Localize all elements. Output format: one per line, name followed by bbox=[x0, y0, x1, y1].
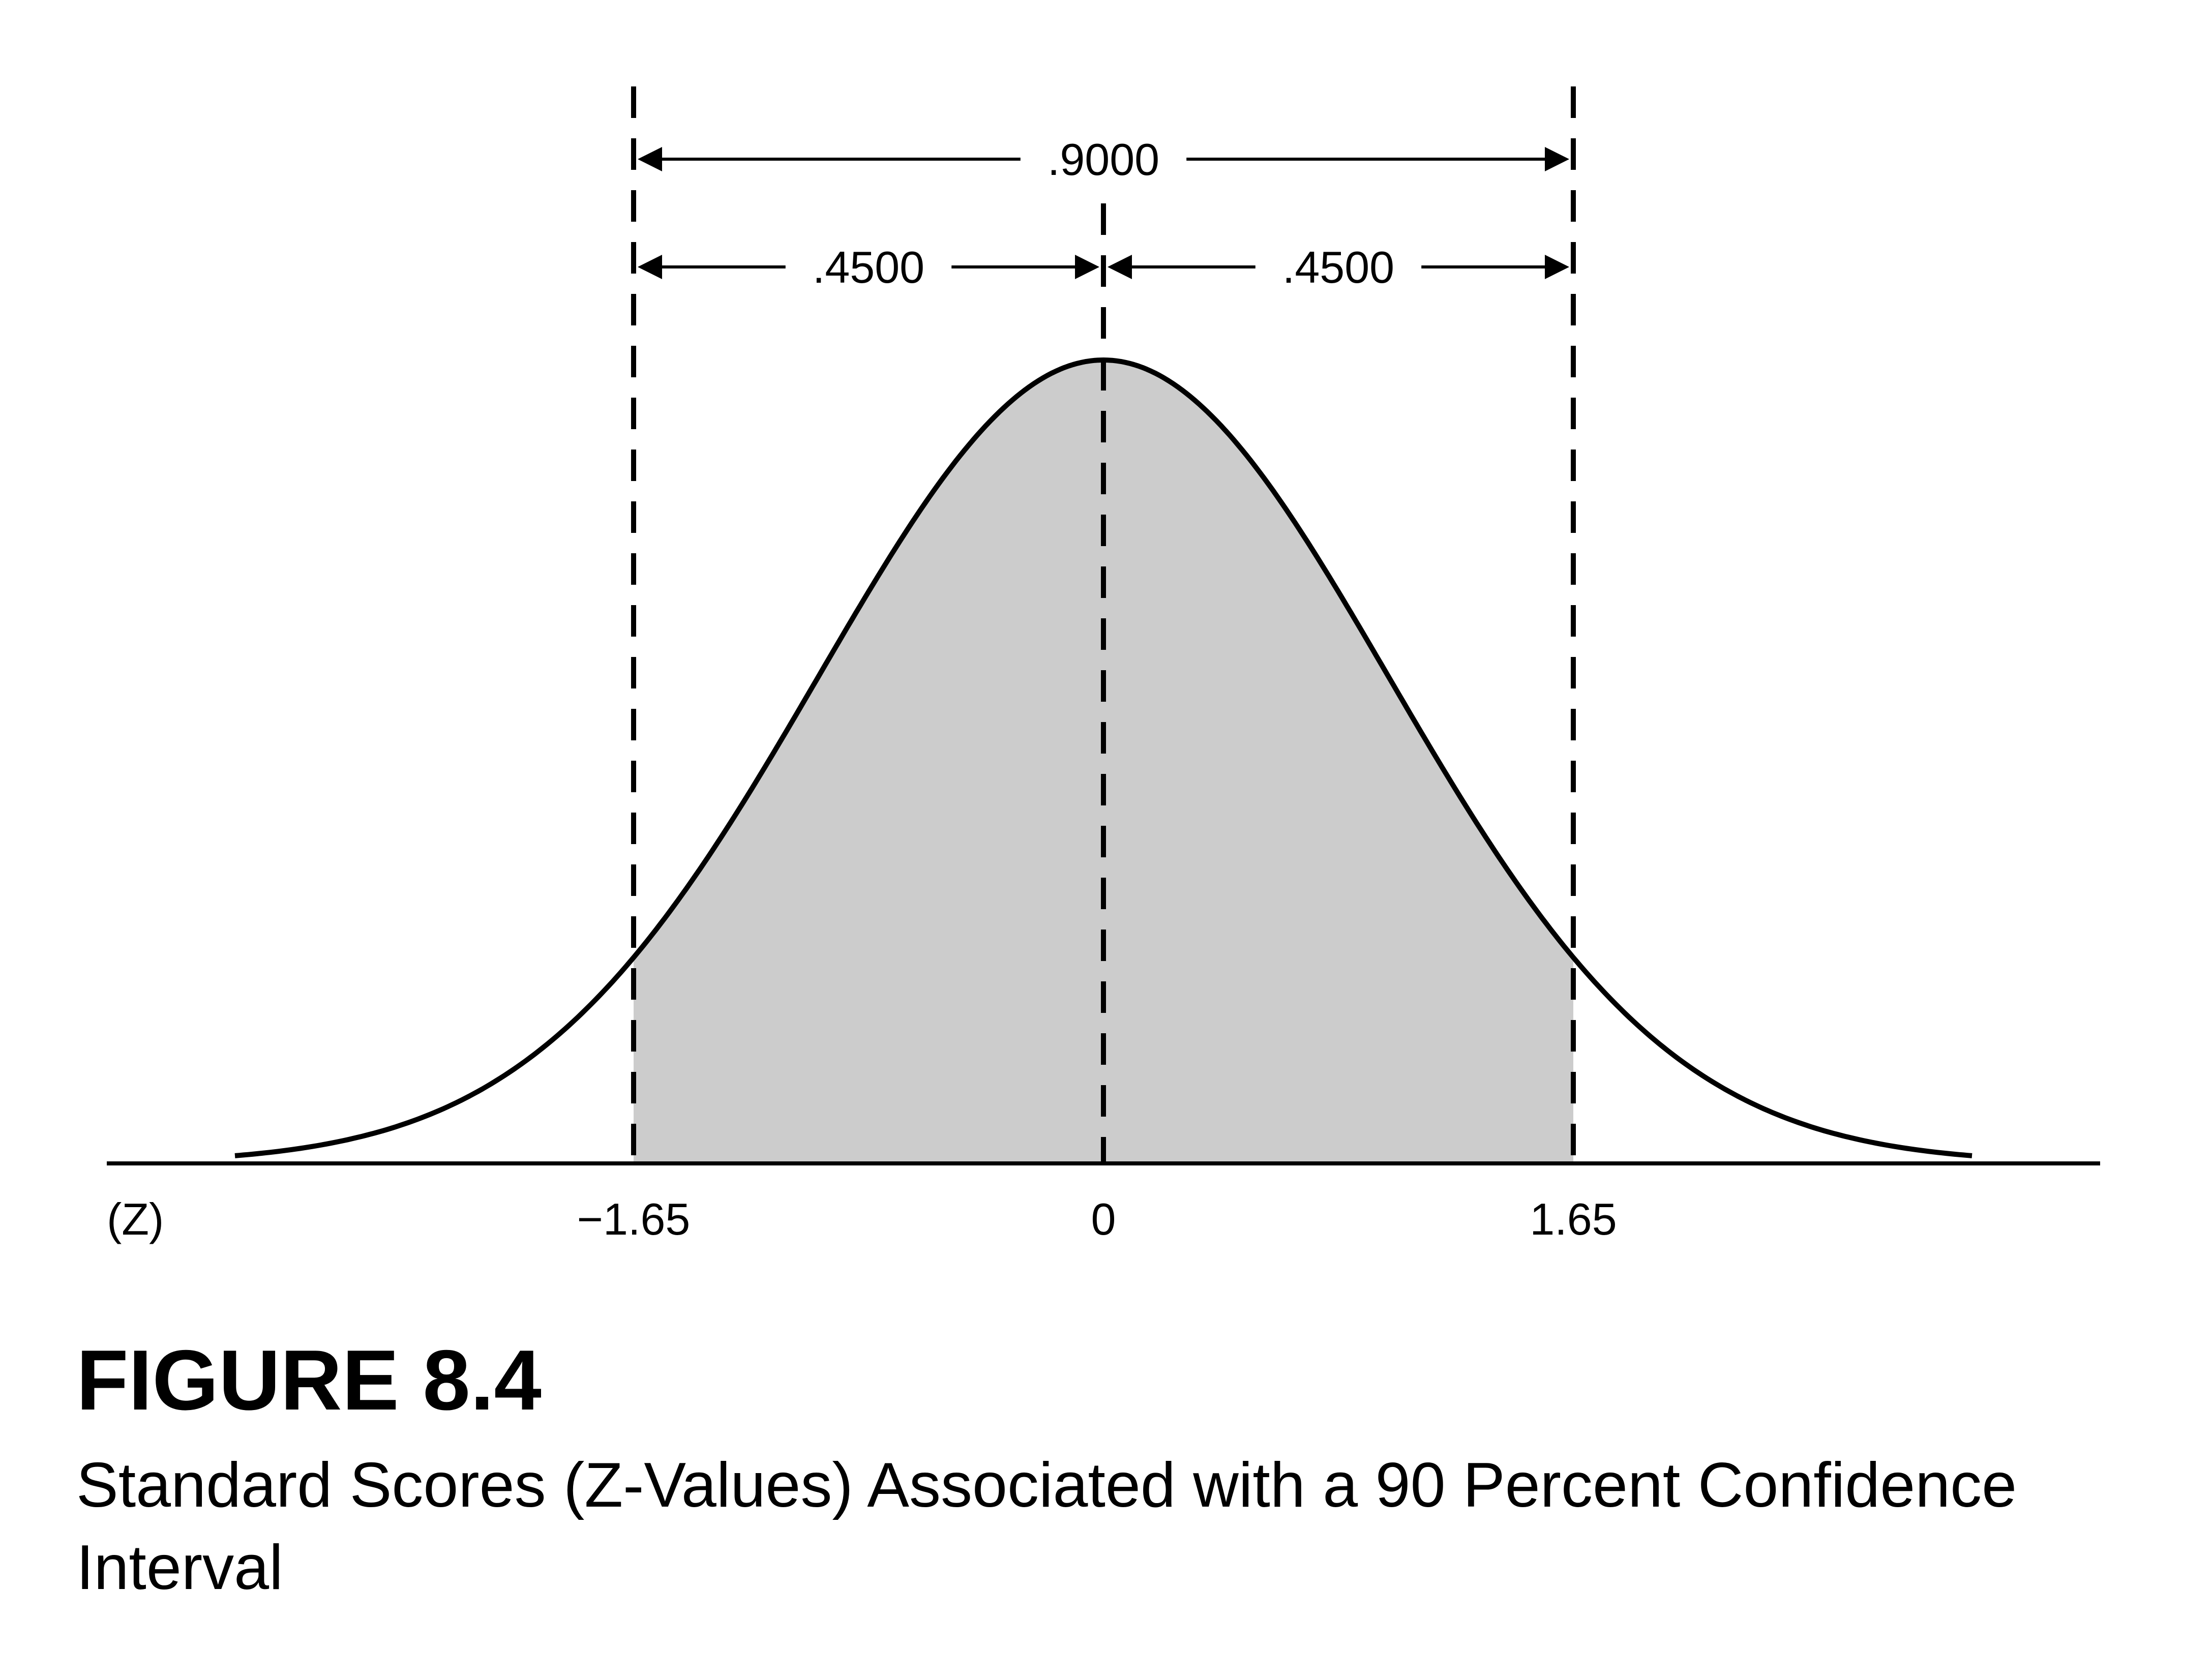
x-tick-label: 0 bbox=[1091, 1194, 1116, 1244]
bracket-lower: .4500 bbox=[638, 242, 1099, 292]
arrowhead-right bbox=[1075, 255, 1099, 279]
axis-label: (Z) bbox=[107, 1194, 164, 1244]
normal-distribution-chart: .9000 .4500 .4500 −1.65 0 1.65 (Z) bbox=[107, 86, 2100, 1244]
bracket-label: .4500 bbox=[1282, 242, 1394, 292]
bracket-label: .9000 bbox=[1048, 134, 1159, 185]
figure-title: FIGURE 8.4 bbox=[76, 1332, 542, 1428]
shaded-confidence-area bbox=[634, 360, 1573, 1163]
probability-brackets: .9000 .4500 .4500 bbox=[638, 134, 1569, 292]
arrowhead-left bbox=[638, 147, 662, 171]
normal-curve bbox=[234, 357, 1972, 1158]
arrowhead-left bbox=[1108, 255, 1132, 279]
dashed-reference-lines bbox=[631, 86, 1576, 1163]
arrowhead-left bbox=[638, 255, 662, 279]
bracket-lower: .4500 bbox=[1108, 242, 1569, 292]
arrowhead-right bbox=[1545, 255, 1569, 279]
arrowhead-right bbox=[1545, 147, 1569, 171]
figure-caption: Standard Scores (Z-Values) Associated wi… bbox=[76, 1450, 2017, 1603]
bracket-upper: .9000 bbox=[638, 134, 1569, 185]
x-tick-label: 1.65 bbox=[1530, 1194, 1617, 1244]
x-tick-labels: −1.65 0 1.65 bbox=[577, 1194, 1617, 1244]
x-tick-label: −1.65 bbox=[577, 1194, 691, 1244]
bracket-label: .4500 bbox=[813, 242, 924, 292]
